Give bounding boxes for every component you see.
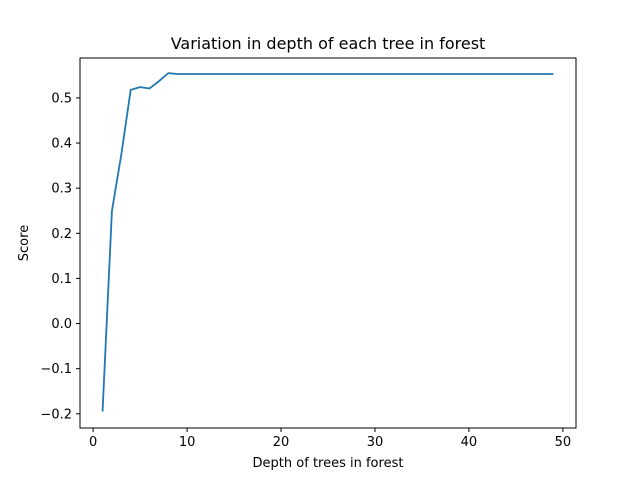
y-tick-label: 0.1 xyxy=(51,272,72,287)
x-tick-label: 20 xyxy=(273,435,290,450)
y-tick-label: −0.1 xyxy=(40,362,72,377)
series-line-0 xyxy=(101,72,554,412)
series-layer xyxy=(101,72,554,412)
y-tick-label: 0.0 xyxy=(51,317,72,332)
x-tick-label: 40 xyxy=(461,435,478,450)
x-tick-label: 30 xyxy=(367,435,384,450)
y-tick-label: 0.5 xyxy=(51,91,72,106)
ticks-layer: 0 10 20 30 40 50 −0.2 −0.1 0.0 0.1 0.2 0.3 0.4 0.5 xyxy=(40,91,571,450)
y-tick-label: 0.3 xyxy=(51,182,72,197)
x-tick-label: 50 xyxy=(555,435,572,450)
y-tick-label: −0.2 xyxy=(40,407,72,422)
x-tick-label: 0 xyxy=(89,435,97,450)
plot-frame xyxy=(79,57,577,429)
chart-title: Variation in depth of each tree in fores… xyxy=(171,34,486,53)
y-tick-label: 0.2 xyxy=(51,227,72,242)
y-tick-label: 0.4 xyxy=(51,137,72,152)
x-tick-label: 10 xyxy=(179,435,196,450)
y-axis-label: Score xyxy=(17,225,32,261)
x-axis-label: Depth of trees in forest xyxy=(253,456,404,471)
